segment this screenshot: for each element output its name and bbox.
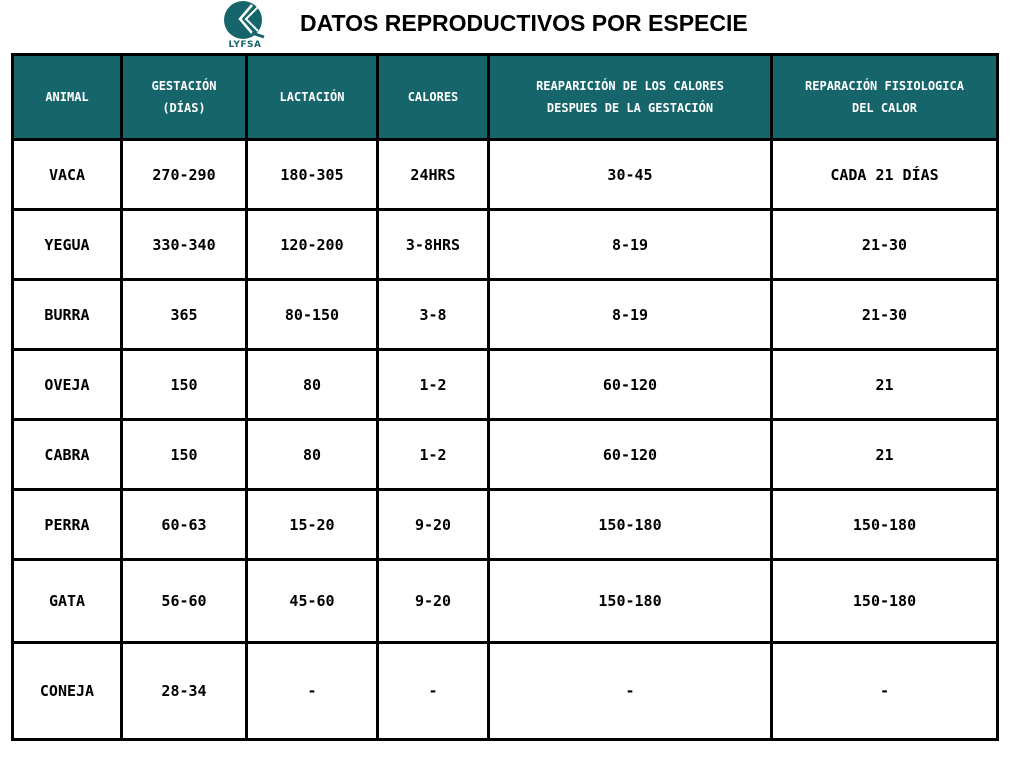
cell-lactacion: 80 xyxy=(245,418,379,491)
cell-reparacion: 150-180 xyxy=(770,558,999,644)
cell-gestacion: 150 xyxy=(120,348,248,421)
cell-reparacion: 21 xyxy=(770,418,999,491)
cell-reaparicion: - xyxy=(487,641,773,741)
cell-animal: GATA xyxy=(11,558,123,644)
cell-lactacion: 180-305 xyxy=(245,138,379,211)
cell-animal: PERRA xyxy=(11,488,123,561)
cell-gestacion: 365 xyxy=(120,278,248,351)
column-header-reparacion: REPARACIÓN FISIOLOGICA DEL CALOR xyxy=(770,53,999,141)
cell-calores: 3-8 xyxy=(376,278,490,351)
cell-reaparicion: 8-19 xyxy=(487,208,773,281)
cell-lactacion: 15-20 xyxy=(245,488,379,561)
cell-gestacion: 60-63 xyxy=(120,488,248,561)
cell-lactacion: 80-150 xyxy=(245,278,379,351)
table-row-gata: GATA 56-60 45-60 9-20 150-180 150-180 xyxy=(11,558,999,644)
cell-lactacion: 80 xyxy=(245,348,379,421)
cell-calores: 1-2 xyxy=(376,418,490,491)
cell-animal: YEGUA xyxy=(11,208,123,281)
table-row-coneja: CONEJA 28-34 - - - - xyxy=(11,641,999,741)
table-row-yegua: YEGUA 330-340 120-200 3-8HRS 8-19 21-30 xyxy=(11,208,999,281)
cell-lactacion: 120-200 xyxy=(245,208,379,281)
cell-calores: 9-20 xyxy=(376,488,490,561)
cell-calores: - xyxy=(376,641,490,741)
reproductive-data-table: ANIMAL GESTACIÓN (DÍAS) LACTACIÓN CALORES… xyxy=(11,53,999,741)
cell-reparacion: - xyxy=(770,641,999,741)
cell-animal: BURRA xyxy=(11,278,123,351)
cell-calores: 3-8HRS xyxy=(376,208,490,281)
cell-reparacion: 21-30 xyxy=(770,208,999,281)
column-header-calores: CALORES xyxy=(376,53,490,141)
logo-text: LYFSA xyxy=(228,40,262,50)
cell-calores: 1-2 xyxy=(376,348,490,421)
page-title: DATOS REPRODUCTIVOS POR ESPECIE xyxy=(300,10,748,36)
cell-reaparicion: 8-19 xyxy=(487,278,773,351)
cell-reaparicion: 150-180 xyxy=(487,558,773,644)
column-header-lactacion: LACTACIÓN xyxy=(245,53,379,141)
table-header-row: ANIMAL GESTACIÓN (DÍAS) LACTACIÓN CALORES… xyxy=(11,53,999,141)
cell-gestacion: 28-34 xyxy=(120,641,248,741)
cell-reparacion: 21-30 xyxy=(770,278,999,351)
column-header-animal: ANIMAL xyxy=(11,53,123,141)
cell-lactacion: 45-60 xyxy=(245,558,379,644)
table-row-burra: BURRA 365 80-150 3-8 8-19 21-30 xyxy=(11,278,999,351)
cell-reparacion: 150-180 xyxy=(770,488,999,561)
cell-animal: OVEJA xyxy=(11,348,123,421)
logo-emblem-icon xyxy=(224,1,265,39)
cell-calores: 9-20 xyxy=(376,558,490,644)
cell-animal: VACA xyxy=(11,138,123,211)
table-row-oveja: OVEJA 150 80 1-2 60-120 21 xyxy=(11,348,999,421)
cell-gestacion: 56-60 xyxy=(120,558,248,644)
table-row-perra: PERRA 60-63 15-20 9-20 150-180 150-180 xyxy=(11,488,999,561)
cell-gestacion: 270-290 xyxy=(120,138,248,211)
table-row-vaca: VACA 270-290 180-305 24HRS 30-45 CADA 21… xyxy=(11,138,999,211)
lyfsa-logo: LYFSA xyxy=(222,1,268,51)
cell-reaparicion: 60-120 xyxy=(487,348,773,421)
column-header-reaparicion: REAPARICIÓN DE LOS CALORES DESPUES DE LA … xyxy=(487,53,773,141)
cell-gestacion: 150 xyxy=(120,418,248,491)
cell-lactacion: - xyxy=(245,641,379,741)
cell-reaparicion: 150-180 xyxy=(487,488,773,561)
cell-reparacion: CADA 21 DÍAS xyxy=(770,138,999,211)
cell-animal: CABRA xyxy=(11,418,123,491)
cell-reparacion: 21 xyxy=(770,348,999,421)
cell-reaparicion: 30-45 xyxy=(487,138,773,211)
page-header: LYFSA DATOS REPRODUCTIVOS POR ESPECIE xyxy=(0,0,1024,52)
cell-animal: CONEJA xyxy=(11,641,123,741)
table-row-cabra: CABRA 150 80 1-2 60-120 21 xyxy=(11,418,999,491)
cell-gestacion: 330-340 xyxy=(120,208,248,281)
cell-reaparicion: 60-120 xyxy=(487,418,773,491)
column-header-gestacion: GESTACIÓN (DÍAS) xyxy=(120,53,248,141)
cell-calores: 24HRS xyxy=(376,138,490,211)
